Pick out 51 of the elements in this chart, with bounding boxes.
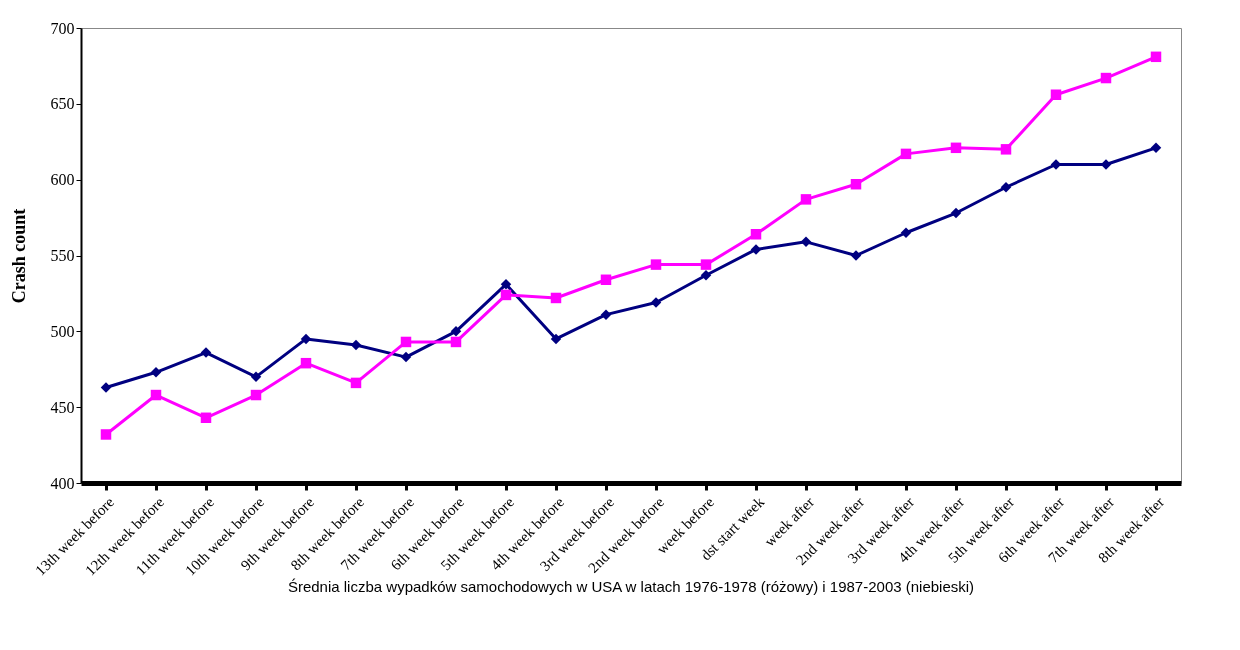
point bbox=[1100, 72, 1112, 84]
point bbox=[400, 351, 412, 363]
point bbox=[350, 377, 362, 389]
point bbox=[550, 292, 562, 304]
point bbox=[600, 309, 612, 320]
y-tick-label: 400 bbox=[50, 474, 75, 492]
point bbox=[1000, 182, 1012, 193]
text: Średnia liczba wypadków samochodowych w USA w latach 1976-1978 (różowy) i 1987-2003 (niebieski) bbox=[287, 578, 975, 596]
point bbox=[650, 297, 662, 308]
y-tick-label: 450 bbox=[50, 398, 75, 416]
point bbox=[150, 367, 162, 378]
y-tick-label: 550 bbox=[50, 247, 75, 264]
point bbox=[550, 333, 562, 345]
point bbox=[250, 371, 262, 383]
point bbox=[700, 269, 712, 281]
point bbox=[100, 429, 112, 440]
point bbox=[200, 347, 212, 358]
point bbox=[950, 142, 962, 154]
point bbox=[300, 357, 312, 369]
y-tick-label: 500 bbox=[50, 322, 75, 340]
point bbox=[750, 244, 762, 255]
y-axis-title: Crash count bbox=[8, 208, 29, 304]
point bbox=[700, 259, 712, 270]
point bbox=[500, 289, 512, 301]
point bbox=[450, 326, 462, 337]
point bbox=[1050, 89, 1062, 100]
point bbox=[350, 339, 362, 351]
point bbox=[600, 274, 612, 286]
point bbox=[750, 229, 762, 240]
point bbox=[250, 389, 262, 401]
point bbox=[1150, 51, 1162, 63]
point bbox=[800, 236, 812, 248]
point bbox=[950, 207, 962, 219]
y-tick-label: 650 bbox=[50, 95, 75, 113]
point bbox=[650, 259, 662, 270]
point bbox=[450, 336, 462, 348]
point bbox=[900, 148, 912, 160]
point bbox=[500, 279, 512, 290]
point bbox=[850, 250, 862, 261]
point bbox=[1000, 144, 1012, 155]
y-tick-label: 700 bbox=[50, 19, 75, 37]
point bbox=[900, 227, 912, 238]
point bbox=[150, 389, 162, 401]
point bbox=[300, 333, 312, 345]
point bbox=[100, 382, 112, 393]
point bbox=[800, 194, 812, 205]
point bbox=[1150, 142, 1162, 154]
y-tick-label: 600 bbox=[50, 171, 75, 189]
point bbox=[400, 336, 412, 348]
point bbox=[200, 412, 212, 424]
point bbox=[850, 178, 862, 190]
